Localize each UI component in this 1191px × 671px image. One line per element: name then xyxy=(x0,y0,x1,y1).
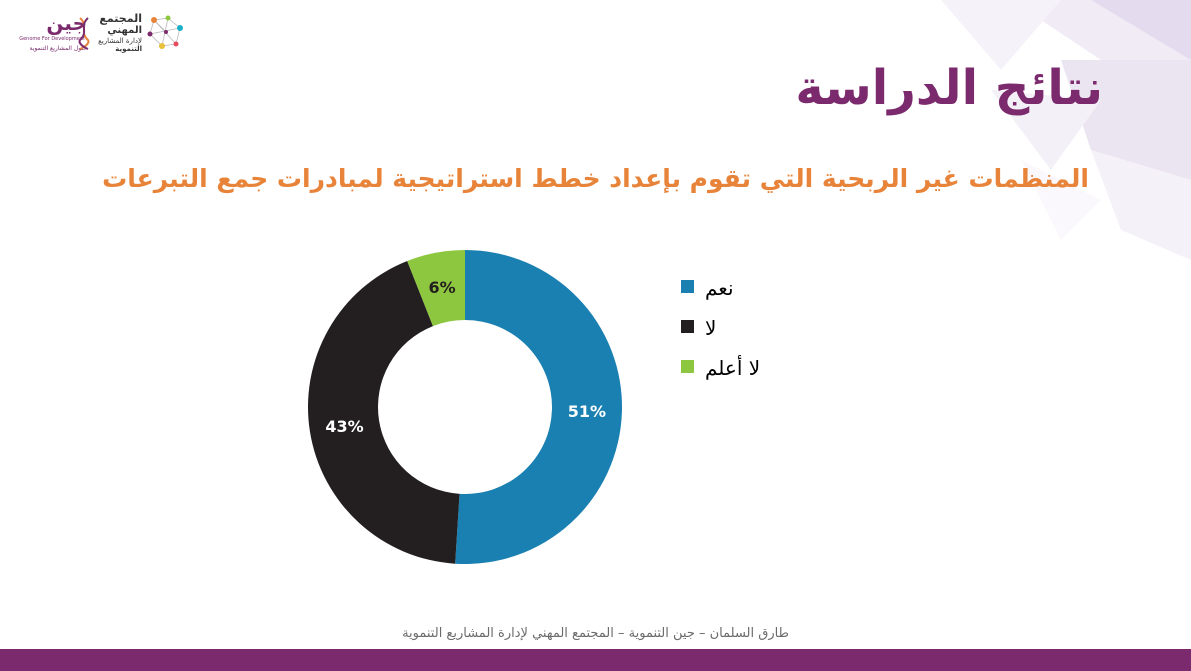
pmc-logo: المجتمع المهني لإدارة المشاريع التنموية xyxy=(98,10,188,56)
legend-swatch xyxy=(681,360,694,373)
footer-credit: طارق السلمان – جين التنموية – المجتمع ال… xyxy=(402,626,789,641)
dna-helix-icon xyxy=(78,17,90,50)
legend-swatch xyxy=(681,280,694,293)
donut-slice-label-3: 6% xyxy=(429,278,456,297)
donut-slice-label-2: 43% xyxy=(325,417,363,436)
genome-logo-tagline: حلول المشاريع التنموية xyxy=(29,45,87,52)
legend-label: لا أعلم xyxy=(705,356,761,380)
pmc-logo-line1: المجتمع xyxy=(99,12,142,25)
chart-title: المنظمات غير الربحية التي تقوم بإعداد خط… xyxy=(102,164,1089,193)
donut-slice-label-1: 51% xyxy=(568,402,606,421)
genome-logo-brand: جين xyxy=(46,11,87,35)
pmc-logo-line3: لإدارة المشاريع xyxy=(98,37,142,45)
legend-label: نعم xyxy=(705,276,734,300)
legend-item-1: نعم xyxy=(678,276,798,316)
pmc-logo-line2: المهني xyxy=(107,25,142,36)
genome-logo: جين Genome For Development حلول المشاريع… xyxy=(12,11,90,56)
donut-slice-2 xyxy=(308,261,460,564)
logos: جين Genome For Development حلول المشاريع… xyxy=(12,10,187,58)
decorative-background-shapes xyxy=(941,0,1191,260)
legend-item-3: لا أعلم xyxy=(678,356,798,396)
donut-chart: 51% 43% 6% xyxy=(308,250,623,564)
genome-logo-english: Genome For Development xyxy=(19,36,85,42)
footer-bar xyxy=(0,649,1191,671)
legend-swatch xyxy=(681,320,694,333)
legend-label: لا xyxy=(705,316,717,340)
donut-slice-3 xyxy=(407,250,465,327)
chart-legend: نعم لا لا أعلم xyxy=(678,276,798,396)
page-title: نتائج الدراسة xyxy=(795,60,1103,116)
legend-item-2: لا xyxy=(678,316,798,356)
network-icon xyxy=(147,15,183,49)
donut-slice-1 xyxy=(455,250,623,564)
pmc-logo-line4: التنموية xyxy=(115,45,142,53)
